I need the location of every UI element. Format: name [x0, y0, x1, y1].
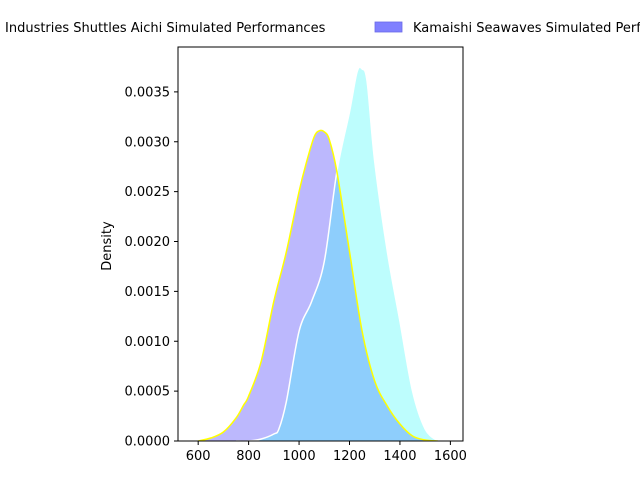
y-tick-label: 0.0005: [125, 385, 171, 400]
y-tick-label: 0.0030: [125, 135, 171, 150]
x-tick-label: 1000: [283, 449, 316, 464]
x-tick-label: 1400: [383, 449, 416, 464]
plot-area: [198, 66, 439, 441]
density-line-kamaishi: [236, 66, 439, 441]
density-line-aichi: [198, 129, 438, 441]
x-tick-label: 1200: [333, 449, 366, 464]
y-tick-label: 0.0025: [125, 185, 171, 200]
y-tick-label: 0.0035: [125, 85, 171, 100]
legend-label-aichi: Industries Shuttles Aichi Simulated Perf…: [5, 21, 326, 36]
y-tick-label: 0.0015: [125, 285, 171, 300]
legend: Industries Shuttles Aichi Simulated Perf…: [5, 21, 640, 36]
x-tick-label: 600: [186, 449, 211, 464]
y-tick-label: 0.0000: [125, 435, 171, 450]
y-axis: 0.0000 0.0005 0.0010 0.0015 0.0020 0.0025 0.00…: [125, 85, 178, 450]
y-tick-label: 0.0020: [125, 235, 171, 250]
y-tick-label: 0.0010: [125, 335, 171, 350]
x-tick-label: 1600: [434, 449, 467, 464]
x-axis: 600 800 1000 1200 1400 1600: [186, 441, 467, 464]
y-axis-label: Density: [100, 221, 115, 271]
legend-label-kamaishi: Kamaishi Seawaves Simulated Performances: [413, 21, 640, 36]
x-tick-label: 800: [236, 449, 261, 464]
axes-frame: [177, 46, 464, 442]
legend-swatch-kamaishi: [374, 21, 403, 33]
